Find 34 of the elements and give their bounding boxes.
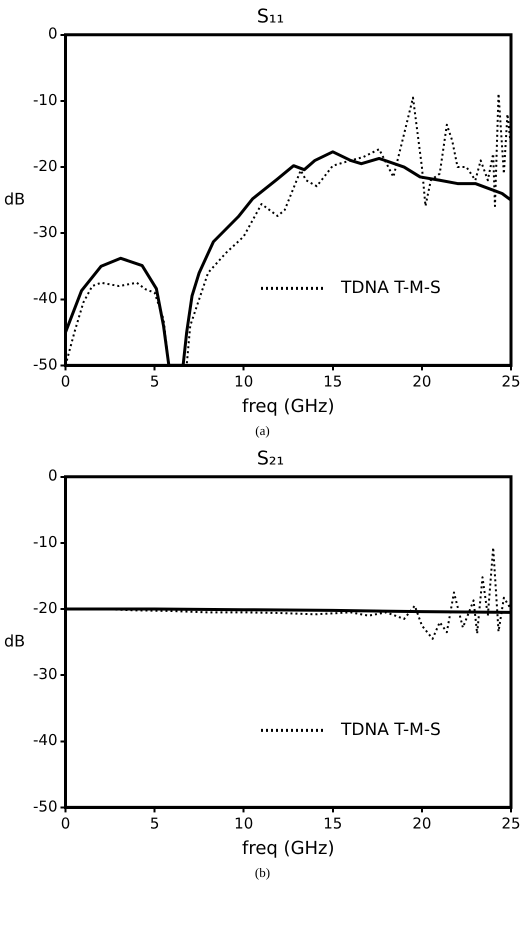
legend-label: TDNA T-M-S <box>340 720 441 740</box>
x-tick-label: 25 <box>501 814 521 832</box>
y-tick-label: -20 <box>33 156 58 175</box>
y-tick-label: -50 <box>33 797 58 816</box>
y-tick-label: -50 <box>33 355 58 374</box>
text: (a) <box>254 422 271 440</box>
y-tick-label: 0 <box>48 24 58 43</box>
x-axis-title: freq (GHz) <box>242 838 335 859</box>
x-tick-label: 0 <box>60 372 70 390</box>
text: (b) <box>254 864 272 882</box>
y-tick-label: -30 <box>33 223 58 242</box>
y-axis-title: dB <box>4 189 26 208</box>
y-tick-label: -30 <box>33 665 58 684</box>
chart-title: S₂₁ <box>256 447 284 470</box>
x-tick-label: 10 <box>234 372 254 390</box>
y-axis-title: dB <box>4 631 26 650</box>
x-tick-label: 15 <box>323 372 342 390</box>
y-tick-label: -10 <box>33 532 58 551</box>
y-tick-label: 0 <box>48 466 58 485</box>
y-tick-label: -40 <box>33 731 58 750</box>
chart-title: S₁₁ <box>256 5 284 28</box>
x-tick-label: 5 <box>150 814 160 832</box>
y-tick-label: -20 <box>33 598 58 617</box>
x-axis-title: freq (GHz) <box>242 396 335 417</box>
y-tick-label: -40 <box>33 289 58 308</box>
x-tick-label: 10 <box>234 814 254 832</box>
legend-label: TDNA T-M-S <box>340 278 441 298</box>
x-tick-label: 0 <box>60 814 70 832</box>
x-tick-label: 25 <box>501 372 521 390</box>
x-tick-label: 20 <box>412 814 432 832</box>
x-tick-label: 15 <box>323 814 342 832</box>
x-tick-label: 20 <box>412 372 432 390</box>
y-tick-label: -10 <box>33 90 58 109</box>
x-tick-label: 5 <box>150 372 160 390</box>
